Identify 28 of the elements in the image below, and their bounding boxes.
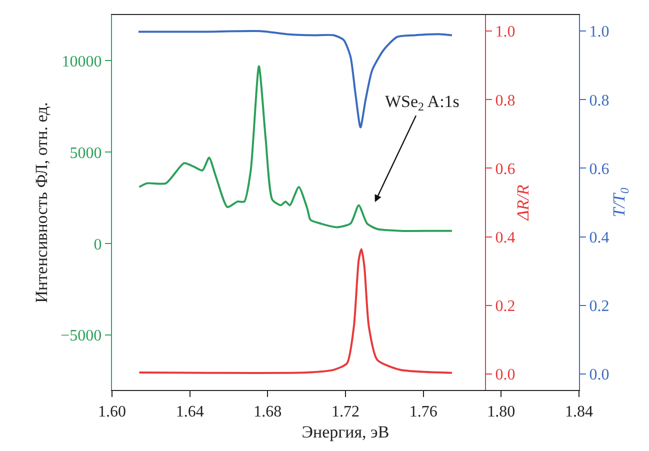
y2-tick-label: 1.0: [589, 24, 610, 41]
y2-tick-label: 0.6: [589, 160, 610, 178]
annotation: WSe$_{2}$ A:1s: [385, 92, 460, 114]
y3-tick-label: 1.0: [495, 24, 516, 41]
y2-tick-label: 0.2: [589, 298, 610, 315]
y-tick-label: 5000: [70, 144, 102, 162]
y-tick-label: 10000: [62, 53, 102, 70]
line-series: [138, 248, 453, 374]
x-tick-label: 1.68: [254, 403, 282, 420]
y2-tick-label: 0.4: [589, 229, 610, 246]
y3-tick-label: 0.2: [495, 298, 516, 315]
x-tick-label: 1.80: [487, 403, 516, 420]
y-tick-label: −5000: [60, 328, 102, 345]
y2-axis-title: ΔR/R: [514, 184, 533, 222]
y3-tick-label: 0.4: [495, 229, 516, 246]
y2-tick-label: 0.0: [589, 366, 610, 384]
y3-tick-label: 0.0: [495, 366, 516, 384]
x-tick-label: 1.72: [332, 403, 360, 420]
y3-tick-label: 0.8: [495, 92, 516, 110]
x-tick-label: 1.64: [176, 403, 204, 420]
x-axis-title: Энергия, эВ: [302, 422, 390, 442]
y-axis-title: Интенсивность ФЛ, отн. ед.: [32, 102, 52, 303]
y-tick-label: 0: [94, 236, 102, 254]
y3-tick-label: 0.6: [495, 160, 516, 178]
x-tick-label: 1.76: [409, 403, 438, 420]
y2-tick-label: 0.8: [589, 92, 610, 110]
x-tick-label: 1.60: [98, 403, 126, 420]
x-tick-label: 1.84: [565, 403, 593, 420]
